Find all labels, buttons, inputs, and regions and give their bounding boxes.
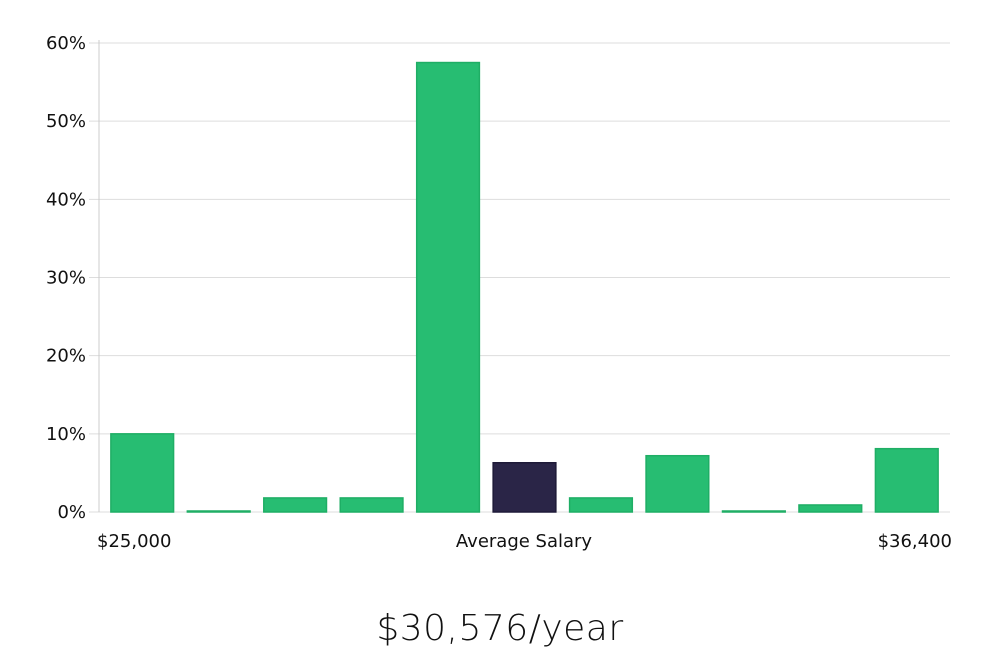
bar [339,497,404,513]
y-tick-label: 0% [57,502,86,523]
y-tick-label: 40% [46,189,86,210]
salary-histogram: 0% 10% 20% 30% 40% 50% 60% $25,000 Average Sal… [46,33,952,552]
y-tick-label: 20% [46,346,86,367]
bar [798,504,863,513]
x-label-min: $25,000 [97,531,171,552]
y-tick-label: 60% [46,33,86,54]
bar [645,454,710,513]
y-tick-label: 10% [46,424,86,445]
x-label-max: $36,400 [878,531,952,552]
y-tick-label: 30% [46,268,86,289]
bar [721,510,786,513]
grid-lines [89,42,950,513]
bar [263,497,328,513]
bars [110,61,939,513]
bar [186,510,251,513]
bar-average-salary [492,462,557,513]
bar [415,61,481,513]
x-label-average: Average Salary [456,531,593,552]
average-salary-value: $30,576/year [376,608,624,649]
bar [110,433,175,513]
bar [568,497,634,513]
y-axis-ticks: 0% 10% 20% 30% 40% 50% 60% [46,33,86,523]
bar [874,447,939,513]
y-tick-label: 50% [46,111,86,132]
